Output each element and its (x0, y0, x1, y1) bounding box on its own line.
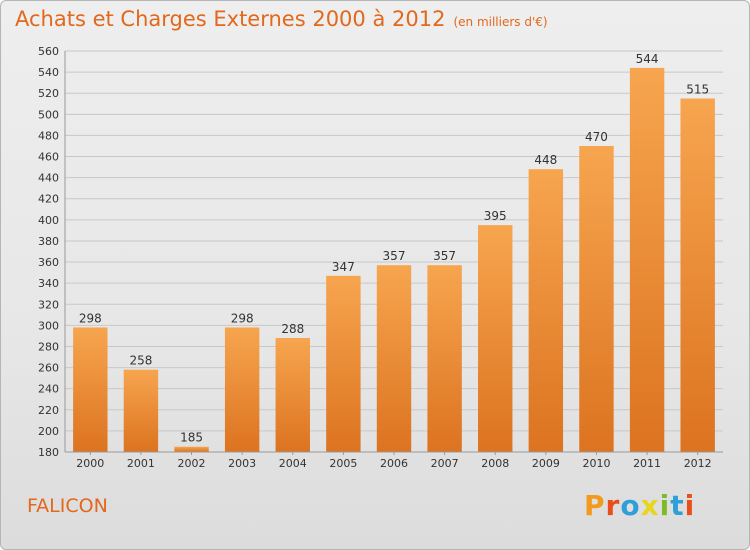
bar-2001 (123, 369, 159, 452)
x-tick-label-2012: 2012 (684, 457, 712, 470)
y-tick-label: 440 (38, 172, 59, 185)
bar-2003 (224, 327, 260, 452)
bar-2010 (579, 145, 614, 452)
bar-2002 (174, 446, 209, 452)
city-name: FALICON (27, 495, 108, 517)
y-tick-label: 260 (38, 362, 59, 375)
y-tick-label: 340 (38, 277, 59, 290)
bar-2005 (326, 275, 361, 452)
bar-2000 (73, 327, 108, 452)
y-tick-label: 220 (38, 404, 59, 417)
y-tick-label: 240 (38, 383, 59, 396)
y-tick-label: 360 (38, 256, 59, 269)
logo-letter: i (684, 489, 696, 522)
x-tick-label-2011: 2011 (633, 457, 661, 470)
value-label-2009: 448 (534, 153, 557, 167)
y-tick-label: 300 (38, 319, 59, 332)
logo-letter: o (620, 489, 641, 522)
bar-2004 (275, 338, 310, 452)
value-label-2003: 298 (231, 311, 254, 325)
y-tick-label: 500 (38, 108, 59, 121)
y-tick-label: 280 (38, 340, 59, 353)
bar-2011 (629, 67, 665, 452)
x-tick-label-2001: 2001 (127, 457, 155, 470)
y-tick-label: 540 (38, 66, 59, 79)
value-label-2008: 395 (484, 209, 507, 223)
value-label-2010: 470 (585, 130, 608, 144)
x-tick-label-2010: 2010 (582, 457, 610, 470)
proxiti-logo[interactable]: Proxiti (584, 489, 695, 522)
chart-title-text: Achats et Charges Externes 2000 à 2012 (15, 7, 446, 31)
logo-letter: t (670, 489, 685, 522)
logo-letter: x (640, 489, 660, 522)
bar-2012 (680, 98, 715, 452)
y-tick-label: 400 (38, 214, 59, 227)
value-label-2007: 357 (433, 249, 456, 263)
x-tick-label-2008: 2008 (481, 457, 509, 470)
logo-letter: r (605, 489, 621, 522)
y-tick-label: 320 (38, 298, 59, 311)
x-tick-label-2006: 2006 (380, 457, 408, 470)
x-tick-label-2005: 2005 (329, 457, 357, 470)
y-tick-label: 380 (38, 235, 59, 248)
chart-title: Achats et Charges Externes 2000 à 2012 (e… (15, 7, 548, 31)
bar-2009 (528, 169, 564, 453)
bars (73, 67, 715, 453)
logo-letter: i (659, 489, 671, 522)
bar-2007 (427, 265, 462, 452)
axes: 180 200 220 240 260 280 300 320 340 360 380 400 420 4… (38, 45, 723, 470)
value-label-2011: 544 (636, 52, 659, 66)
chart-unit: (en milliers d'€) (453, 15, 548, 29)
bar-2006 (376, 265, 412, 452)
x-tick-label-2009: 2009 (532, 457, 560, 470)
bar-2008 (478, 225, 513, 452)
x-tick-label-2003: 2003 (228, 457, 256, 470)
value-label-2002: 185 (180, 431, 203, 445)
value-label-2000: 298 (79, 311, 102, 325)
y-tick-label: 460 (38, 151, 59, 164)
x-tick-label-2000: 2000 (76, 457, 104, 470)
logo-letter: P (584, 489, 606, 522)
y-tick-label: 520 (38, 87, 59, 100)
value-label-2005: 347 (332, 260, 355, 274)
value-label-2004: 288 (281, 322, 304, 336)
value-labels: 298 258 185 298 288 347 357 357 395 448 470 544 515 (79, 52, 709, 445)
x-tick-label-2004: 2004 (279, 457, 307, 470)
x-tick-label-2002: 2002 (178, 457, 206, 470)
value-label-2012: 515 (686, 82, 709, 96)
y-tick-label: 560 (38, 45, 59, 58)
y-tick-label: 480 (38, 129, 59, 142)
x-tick-label-2007: 2007 (431, 457, 459, 470)
value-label-2001: 258 (129, 354, 152, 368)
y-tick-label: 180 (38, 446, 59, 459)
y-tick-label: 200 (38, 425, 59, 438)
value-label-2006: 357 (383, 249, 406, 263)
y-tick-label: 420 (38, 193, 59, 206)
